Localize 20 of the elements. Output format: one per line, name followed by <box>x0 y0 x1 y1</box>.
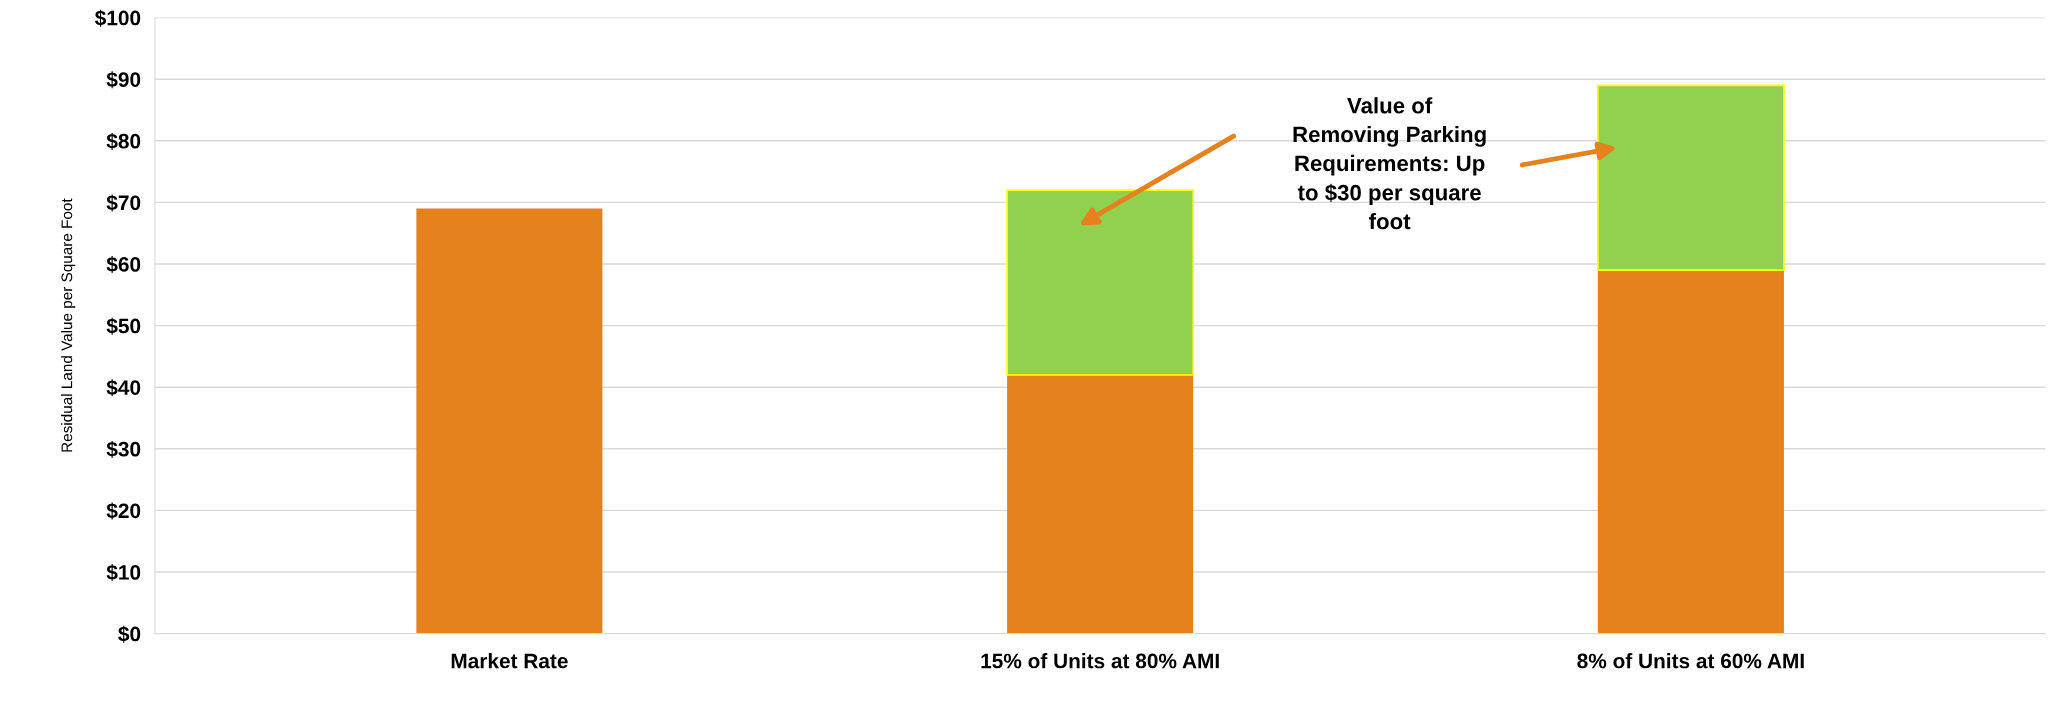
y-tick-label: $80 <box>106 132 141 150</box>
y-tick-label: $40 <box>106 379 141 397</box>
y-tick-label: $60 <box>106 256 141 274</box>
y-tick-label: $90 <box>106 71 141 89</box>
y-tick-label: $70 <box>106 194 141 212</box>
x-tick-label: Market Rate <box>451 653 568 669</box>
y-tick-label: $30 <box>106 440 141 458</box>
x-tick-label: 15% of Units at 80% AMI <box>981 653 1219 669</box>
x-tick-label: 8% of Units at 60% AMI <box>1577 653 1804 669</box>
y-tick-label: $0 <box>118 625 141 643</box>
bar <box>1597 270 1784 634</box>
bar <box>1597 84 1785 271</box>
y-tick-label: $50 <box>106 317 141 335</box>
annotation: Value of Removing Parking Requirements: Up to $30 per square foot <box>1293 97 1486 230</box>
y-tick-label: $100 <box>94 9 141 27</box>
bar <box>416 208 603 634</box>
bar <box>1007 374 1194 634</box>
y-axis-title: Residual Land Value per Square Foot <box>61 198 76 452</box>
y-tick-label: $20 <box>106 502 141 520</box>
y-tick-label: $10 <box>106 564 141 582</box>
